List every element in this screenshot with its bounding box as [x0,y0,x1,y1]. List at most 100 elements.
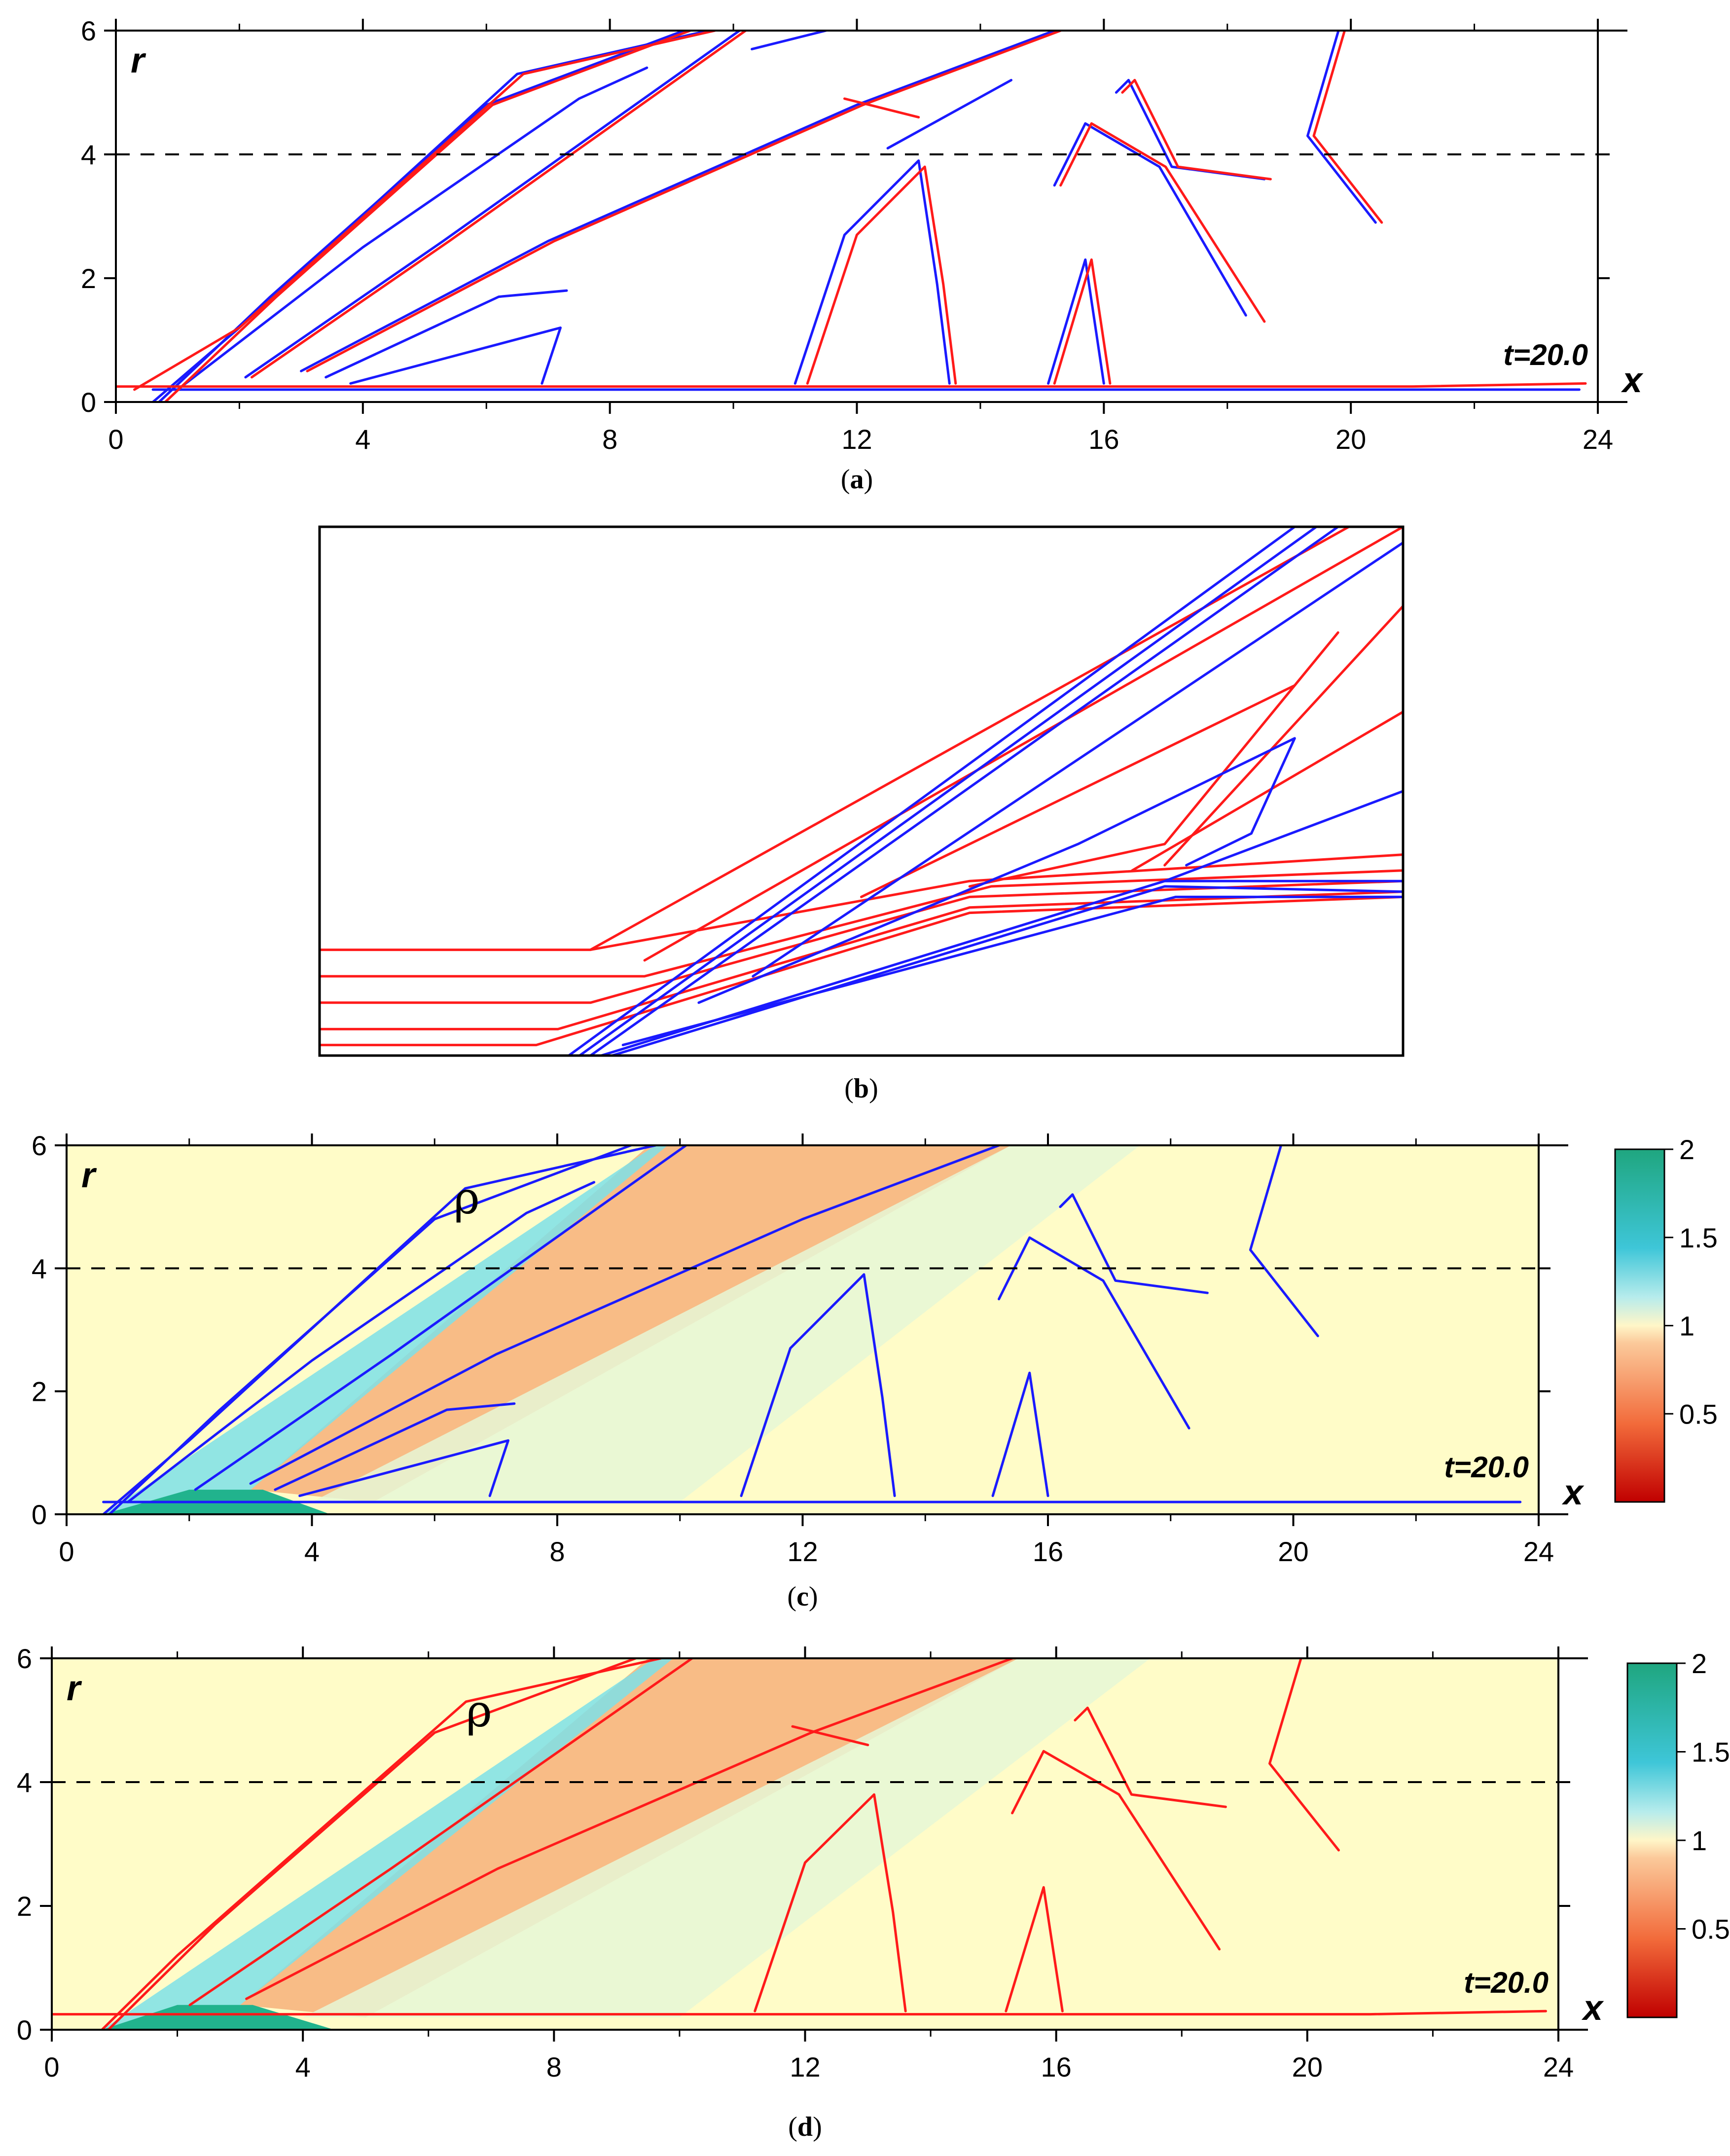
contour-line [1268,1658,1340,1852]
contour-line [52,2010,1547,2016]
contour-line [194,1145,687,1491]
colorbar-tick-label: 0.5 [1679,1398,1718,1429]
colorbar-tick-label: 1.5 [1692,1737,1730,1768]
contour-line [116,382,1587,388]
contour-line [324,289,568,379]
x-tick-label: 20 [1335,424,1366,455]
x-tick-label: 4 [304,1536,320,1567]
x-tick-label: 12 [790,2051,820,2083]
x-tick-label: 24 [1523,1536,1554,1567]
contour-line [991,1371,1049,1498]
x-tick-label: 20 [1278,1536,1308,1567]
panel-b: (b) [318,525,1405,1104]
plot-area [67,1145,1539,1514]
plot-area [52,1658,1558,2030]
x-tick-label: 16 [1088,424,1119,455]
contour-line [300,31,1056,372]
caption-paren-close: ) [809,1581,818,1612]
density-region [103,1145,668,1514]
y-tick-label: 0 [17,2014,32,2046]
colorbar-tick-label: 1 [1692,1825,1707,1856]
y-tick-label: 0 [32,1499,47,1530]
contour-line [1005,1886,1064,2012]
contour-line [176,66,649,391]
x-tick-label: 8 [602,424,617,455]
contour-line [1047,258,1105,385]
contour-line [158,31,685,402]
contour-line [751,31,828,51]
contour-line [249,1145,1000,1485]
contour-line [1249,1145,1319,1337]
caption-paren-close: ) [869,1073,878,1104]
contour-line [860,631,1339,898]
x-tick-label: 16 [1041,2051,1072,2083]
contour-line [1115,78,1266,181]
contour-line [886,78,1012,149]
colorbar [1626,1662,1678,2018]
caption-letter: d [797,2112,813,2142]
caption-paren-open: ( [844,1073,854,1104]
contour-line [320,853,1403,951]
contour-line [320,890,1403,1030]
colorbar-tick-label: 2 [1679,1134,1694,1165]
y-tick-label: 4 [81,139,96,170]
contour-line [1312,31,1383,224]
contour-line [740,1273,896,1498]
contour-line [1074,1706,1227,1808]
contour-line [589,527,1339,1056]
contour-line [1131,710,1403,872]
contour-line [1059,122,1266,323]
contour-line [754,1793,907,2012]
contour-line [349,326,562,385]
x-tick-label: 0 [59,1536,74,1567]
y-tick-label: 6 [81,15,96,46]
contour-line [1011,1750,1221,1951]
contour-line [621,895,1403,1047]
time-annotation: t=20.0 [1503,338,1588,371]
panel-caption: (b) [844,1073,878,1104]
caption-letter: a [850,464,864,495]
contour-line [1163,605,1403,867]
contour-line [244,31,741,379]
x-tick-label: 24 [1583,424,1613,455]
caption-letter: b [854,1073,869,1104]
x-tick-label: 0 [44,2051,59,2083]
contour-line [643,527,1403,962]
y-tick-label: 4 [32,1253,47,1284]
contour-line [306,31,1062,372]
x-tick-label: 0 [108,424,123,455]
y-tick-label: 6 [17,1643,32,1674]
contour-line [578,527,1318,1056]
y-tick-label: 2 [81,263,96,294]
x-tick-label: 12 [841,424,872,455]
panel-caption: (a) [841,464,873,495]
contour-line [1306,31,1377,224]
panel-caption: (c) [787,1581,818,1612]
x-tick-label: 4 [295,2051,311,2083]
contour-line [1053,258,1112,385]
contour-line [806,165,957,385]
contour-line [697,737,1296,1004]
plot-area [116,31,1598,402]
contour-line [1121,78,1272,181]
colorbar-tick-label: 2 [1692,1648,1707,1679]
caption-paren-open: ( [787,1581,796,1612]
plot-area [320,527,1403,1056]
caption-paren-open: ( [788,2112,797,2142]
variable-label-rho: ρ [466,1685,492,1737]
x-tick-label: 8 [549,1536,565,1567]
contour-line [108,1145,632,1514]
contour-line [298,1439,509,1498]
x-tick-label: 12 [787,1536,818,1567]
contour-line [1059,1193,1209,1294]
density-region [312,1145,1140,1502]
time-annotation: t=20.0 [1464,1966,1549,1999]
y-tick-label: 2 [32,1376,47,1407]
contour-line [101,1658,662,2030]
contour-line [793,159,951,385]
colorbar-tick-label: 1 [1679,1311,1694,1342]
y-tick-label: 4 [17,1767,32,1798]
y-axis-label: r [67,1669,82,1708]
